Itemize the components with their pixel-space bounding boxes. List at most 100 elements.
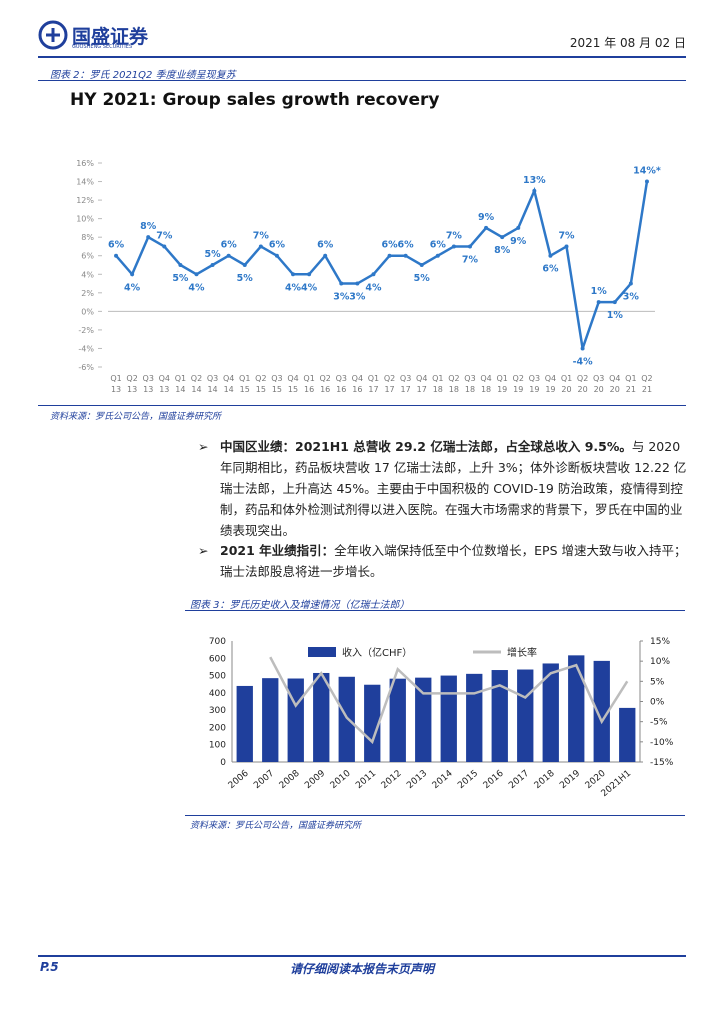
point (146, 235, 151, 240)
x-tick-label: Q4 17 (416, 374, 427, 394)
x-tick-label: 2010 (329, 768, 353, 791)
bar (415, 677, 432, 762)
value-label: 5% (205, 249, 222, 260)
bar (619, 707, 636, 762)
value-label: 4% (285, 282, 302, 293)
x-tick-label: Q3 14 (207, 374, 218, 394)
bar (440, 675, 457, 762)
y2-tick-label: 0% (650, 698, 665, 708)
x-tick-label: 2007 (252, 769, 276, 791)
x-tick-label: Q1 17 (368, 374, 379, 394)
source: 资料来源：罗氏公司公告，国盛证券研究所 (190, 821, 362, 831)
page-number: P.5 (40, 960, 59, 974)
point (532, 188, 537, 193)
point (628, 281, 633, 286)
figure-label: 图表 2：罗氏 2021Q2 季度业绩呈现复苏 (50, 70, 236, 81)
x-tick-label: Q2 18 (448, 374, 459, 394)
y-tick-label: 600 (209, 654, 226, 664)
point (274, 253, 279, 258)
value-label: 6% (430, 240, 447, 251)
x-tick-label: 2014 (431, 768, 455, 791)
value-label: 6% (398, 240, 415, 251)
value-label: 13% (523, 175, 546, 186)
y2-tick-label: 15% (650, 637, 670, 647)
value-label: 1% (591, 286, 608, 297)
y-tick-label: 10% (76, 215, 94, 224)
x-tick-label: Q4 15 (287, 374, 298, 394)
x-tick-label: Q4 19 (545, 374, 556, 394)
bar (466, 673, 483, 762)
x-tick-label: 2006 (227, 768, 251, 791)
chart: 0 100 200 300 400 500 600 700 -15% -10% -5% 0% 5% 10%… (209, 637, 674, 799)
value-label: 4% (188, 282, 205, 293)
value-label: 7% (462, 254, 479, 265)
logo-sub: GUOSHENG SECURITIES (72, 44, 133, 50)
x-tick-label: Q1 20 (561, 374, 572, 394)
value-label: 7% (558, 230, 575, 241)
y-tick-label: 2% (81, 289, 94, 298)
x-tick-label: 2016 (482, 768, 506, 791)
value-label: 6% (381, 240, 398, 251)
point (226, 253, 231, 258)
value-label: 8% (140, 221, 157, 232)
value-label: 14%* (633, 166, 661, 177)
x-tick-label: Q2 21 (641, 374, 652, 394)
figure-label: 图表 3：罗氏历史收入及增速情况（亿瑞士法郎） (190, 600, 410, 611)
rule (38, 80, 686, 81)
y-tick-label: 8% (81, 233, 94, 242)
point (467, 244, 472, 249)
logo-text: 国盛证券 (72, 26, 149, 48)
point (355, 281, 360, 286)
x-tick-label: Q1 13 (110, 374, 121, 394)
value-label: 7% (446, 230, 463, 241)
y-tick-label: 12% (76, 196, 94, 205)
bar (287, 678, 304, 762)
bullet: ➢ 2021 年业绩指引：全年收入端保持低至中个位数增长，EPS 增速大致与收入持… (198, 540, 690, 582)
point (291, 272, 296, 277)
x-tick-label: Q2 20 (577, 374, 588, 394)
y-tick-label: 4% (81, 270, 94, 279)
legend-swatch (308, 647, 336, 657)
legend-label: 增长率 (507, 646, 537, 659)
point (596, 300, 601, 305)
point (339, 281, 344, 286)
y-tick-label: 300 (209, 706, 226, 716)
bar (568, 655, 585, 762)
point (258, 244, 263, 249)
x-tick-label: Q2 19 (513, 374, 524, 394)
y-tick-label: 500 (209, 672, 226, 682)
value-label: 9% (478, 212, 495, 223)
value-label: 4% (124, 282, 141, 293)
x-tick-label: Q1 18 (432, 374, 443, 394)
value-label: 9% (510, 236, 527, 247)
value-label: 7% (253, 230, 270, 241)
y2-tick-label: 10% (650, 657, 670, 667)
value-label: 3% (333, 292, 350, 303)
x-tick-label: Q3 16 (336, 374, 347, 394)
bar (338, 676, 355, 762)
point (242, 263, 247, 267)
x-tick-label: Q3 20 (593, 374, 604, 394)
logo-icon (38, 20, 68, 50)
rule (38, 405, 686, 406)
x-tick-label: Q1 16 (303, 374, 314, 394)
point (403, 253, 408, 258)
point (323, 253, 328, 258)
point (194, 272, 199, 277)
bullet-icon: ➢ (198, 543, 209, 558)
rule (185, 815, 685, 816)
x-tick-label: Q3 18 (464, 374, 475, 394)
point (516, 225, 521, 230)
x-tick-label: Q4 14 (223, 374, 234, 394)
bar (236, 685, 253, 762)
y-tick-label: 100 (209, 741, 226, 751)
chart-title: HY 2021: Group sales growth recovery (70, 90, 440, 110)
x-tick-label: Q2 13 (126, 374, 137, 394)
x-tick-label: Q4 20 (609, 374, 620, 394)
value-label: 3% (623, 292, 640, 303)
x-tick-label: Q1 21 (625, 374, 636, 394)
value-label: 8% (494, 245, 511, 256)
header-rule (38, 56, 686, 58)
value-label: 6% (221, 240, 238, 251)
x-tick-label: Q4 13 (159, 374, 170, 394)
